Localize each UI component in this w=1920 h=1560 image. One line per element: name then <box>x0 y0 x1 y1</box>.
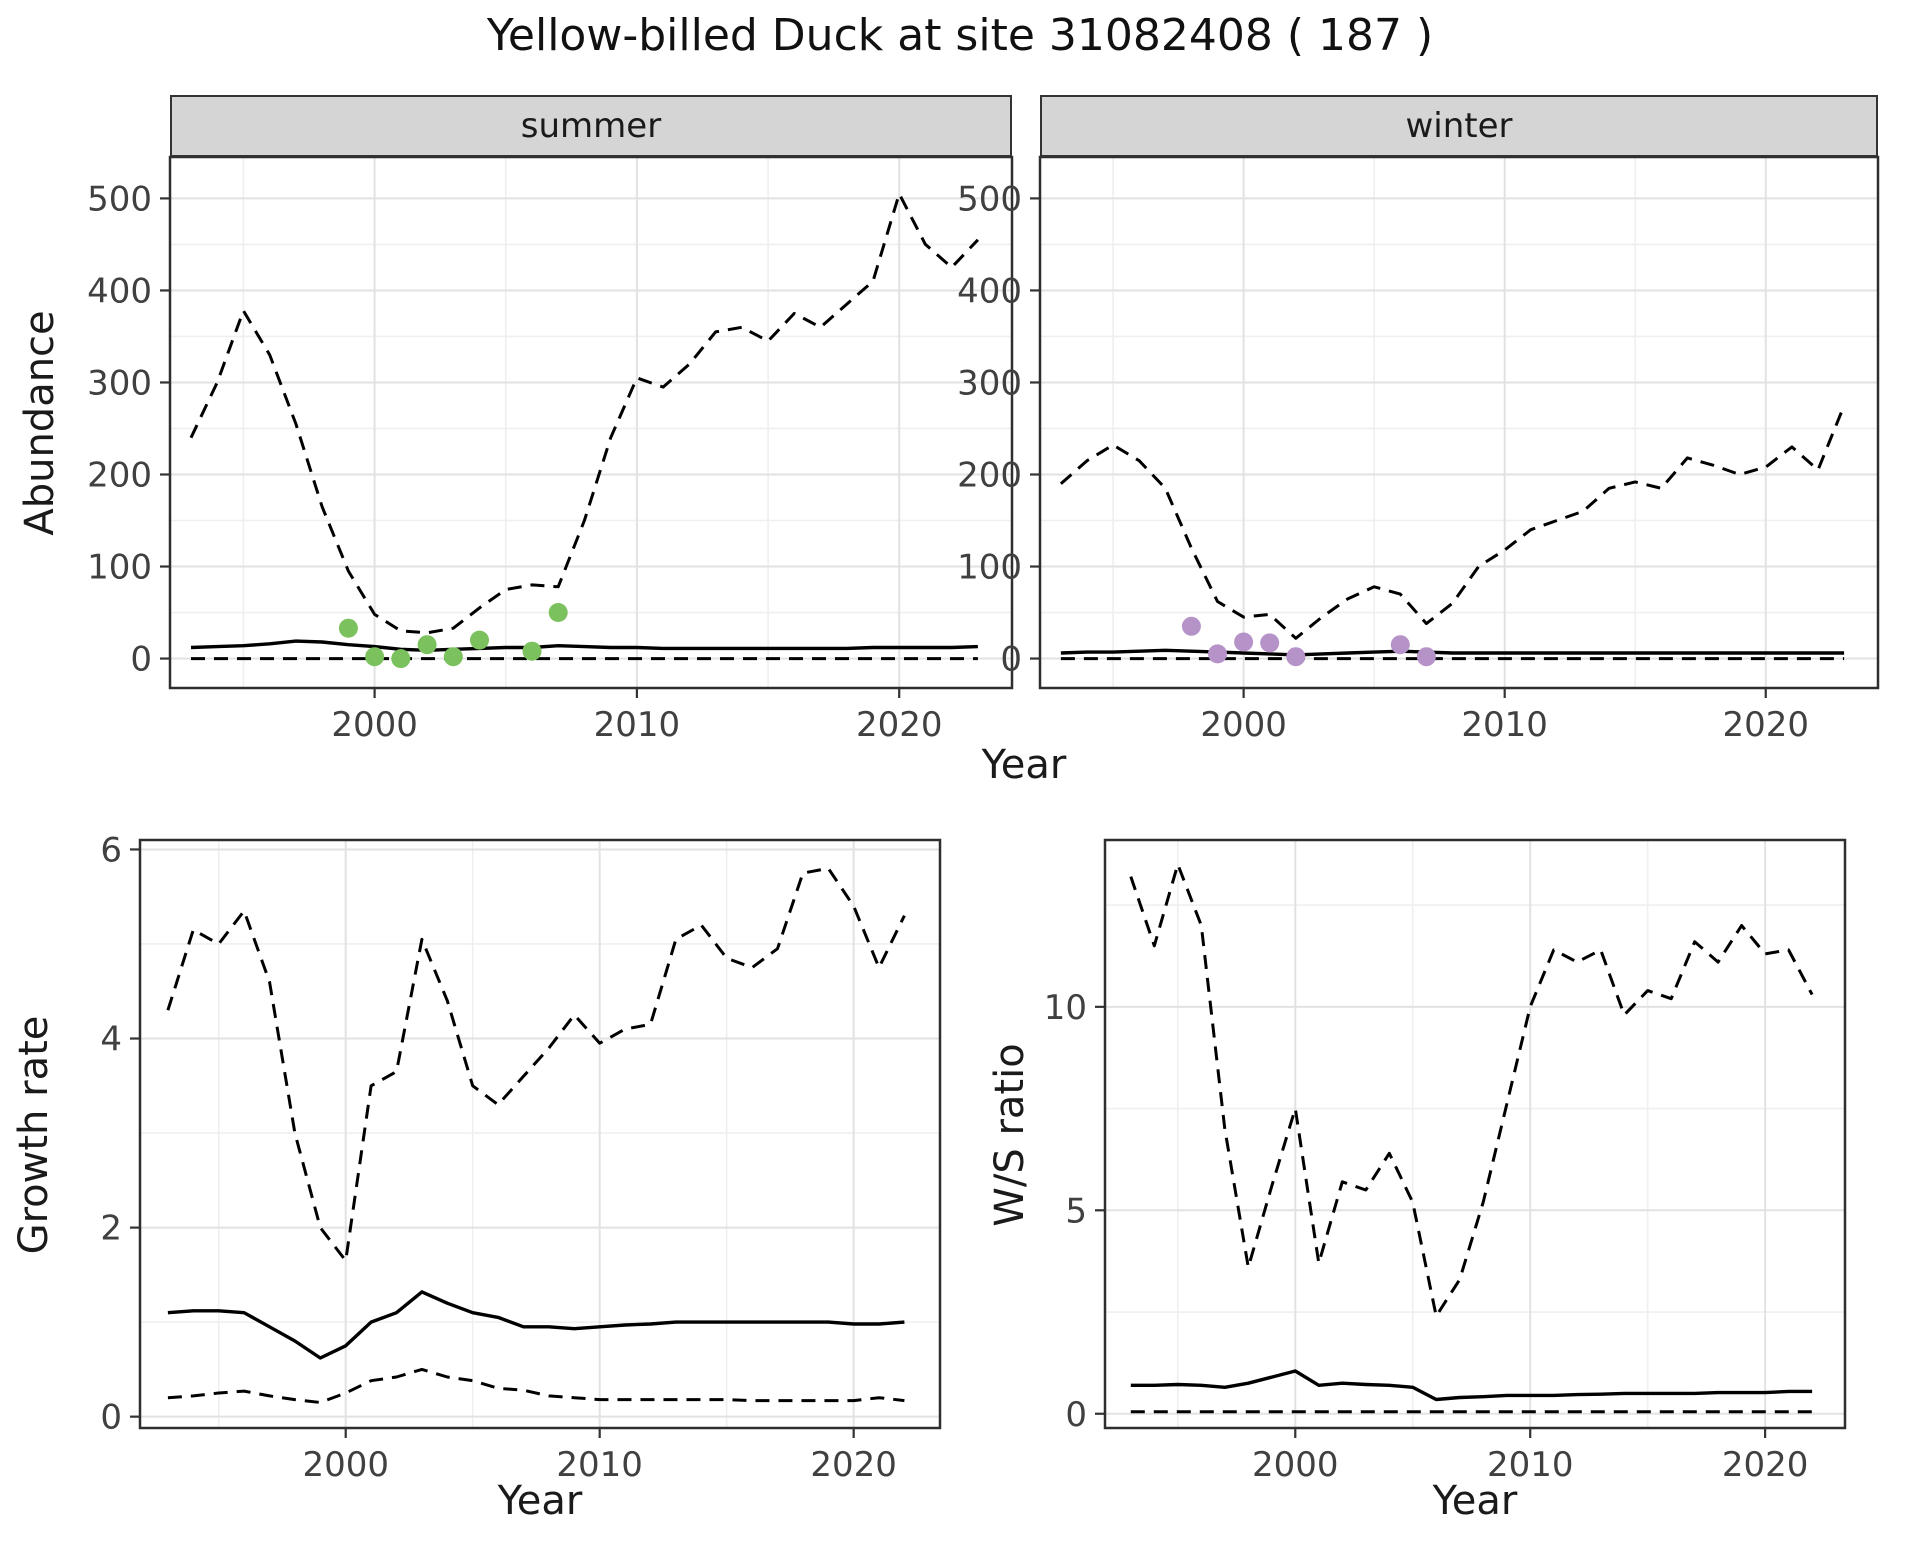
series-median <box>1060 648 1845 657</box>
x-tick-label: 2000 <box>1252 1445 1339 1485</box>
series-median <box>1130 1369 1813 1402</box>
panel-border <box>138 838 942 1430</box>
x-tick-label: 2010 <box>1461 705 1548 745</box>
y-axis-label-growth-rate: Growth rate <box>11 1015 57 1255</box>
facet-strip-winter: winter <box>1040 95 1878 157</box>
panel-abundance-winter: 2000 2010 2020 0 100 200 300 400 500 <box>957 155 1880 745</box>
y-tick-label: 2 <box>100 1209 122 1249</box>
series-median <box>167 1290 905 1360</box>
y-tick-label: 500 <box>957 179 1022 219</box>
observation-point <box>470 630 489 650</box>
x-tick-label: 2020 <box>1722 1445 1809 1485</box>
panel-border <box>1103 838 1847 1430</box>
observation-point <box>443 647 463 667</box>
facet-strip-summer-label: summer <box>520 106 662 146</box>
y-axis-label-abundance: Abundance <box>17 310 63 536</box>
observation-point <box>1286 647 1306 667</box>
observation-point <box>1260 633 1280 653</box>
x-tick-label: 2020 <box>856 705 943 745</box>
x-tick-label: 2020 <box>1722 705 1809 745</box>
y-tick-label: 300 <box>87 363 152 403</box>
observation-point <box>417 635 437 655</box>
y-tick-label: 5 <box>1065 1191 1087 1231</box>
panel-background <box>140 840 940 1428</box>
facet-strip-winter-label: winter <box>1405 106 1513 146</box>
observation-point <box>365 647 385 667</box>
observation-point <box>1234 632 1254 652</box>
observation-point <box>338 618 358 638</box>
y-tick-label: 100 <box>87 548 152 588</box>
y-tick-label: 200 <box>957 455 1022 495</box>
y-tick-label: 400 <box>957 271 1022 311</box>
y-tick-label: 0 <box>1065 1395 1087 1435</box>
y-tick-label: 400 <box>87 271 152 311</box>
panel-background <box>170 157 1012 688</box>
series-lower_ci <box>167 1367 905 1404</box>
observation-point <box>548 603 568 622</box>
x-tick-label: 2020 <box>810 1445 897 1485</box>
panel-border <box>1038 155 1880 690</box>
y-tick-label: 4 <box>100 1020 122 1060</box>
y-tick-label: 10 <box>1044 988 1087 1028</box>
x-tick-label: 2000 <box>331 705 418 745</box>
panel-background <box>1105 840 1845 1428</box>
x-axis-label-year-growth: Year <box>497 1478 583 1524</box>
observation-point <box>391 649 411 669</box>
x-tick-label: 2000 <box>302 1445 389 1485</box>
panel-border <box>168 155 1014 690</box>
y-tick-label: 200 <box>87 455 152 495</box>
observation-point <box>522 641 542 661</box>
y-tick-label: 0 <box>1000 640 1022 680</box>
y-tick-label: 100 <box>957 548 1022 588</box>
series-upper_ci <box>166 866 906 1263</box>
x-axis-label-year-top: Year <box>981 742 1067 788</box>
y-tick-label: 6 <box>100 830 122 870</box>
y-axis-label-ws-ratio: W/S ratio <box>987 1043 1033 1227</box>
series-median <box>190 639 978 652</box>
plot-title: Yellow-billed Duck at site 31082408 ( 18… <box>486 10 1434 61</box>
x-axis-label-year-ws: Year <box>1432 1478 1518 1524</box>
x-tick-label: 2010 <box>556 1445 643 1485</box>
facet-strip-summer: summer <box>170 95 1012 157</box>
series-upper_ci <box>1129 862 1814 1318</box>
x-tick-label: 2010 <box>1487 1445 1574 1485</box>
y-tick-label: 0 <box>100 1398 122 1438</box>
y-tick-label: 0 <box>130 640 152 680</box>
x-tick-label: 2010 <box>594 705 681 745</box>
panel-abundance-summer: 2000 2010 2020 0 100 200 300 400 500 <box>87 155 1014 745</box>
y-tick-label: 500 <box>87 179 152 219</box>
observation-point <box>1208 644 1227 664</box>
series-upper_ci <box>189 192 979 635</box>
panel-ws-ratio: 2000 2010 2020 0 5 10 <box>1044 838 1847 1485</box>
y-tick-label: 300 <box>957 363 1022 403</box>
panel-background <box>1040 157 1878 688</box>
panel-growth-rate: 2000 2010 2020 0 2 4 6 <box>100 830 942 1485</box>
observation-point <box>1416 647 1436 667</box>
observation-point <box>1390 635 1410 655</box>
x-tick-label: 2000 <box>1200 705 1287 745</box>
series-upper_ci <box>1059 404 1846 640</box>
observation-point <box>1181 616 1201 636</box>
